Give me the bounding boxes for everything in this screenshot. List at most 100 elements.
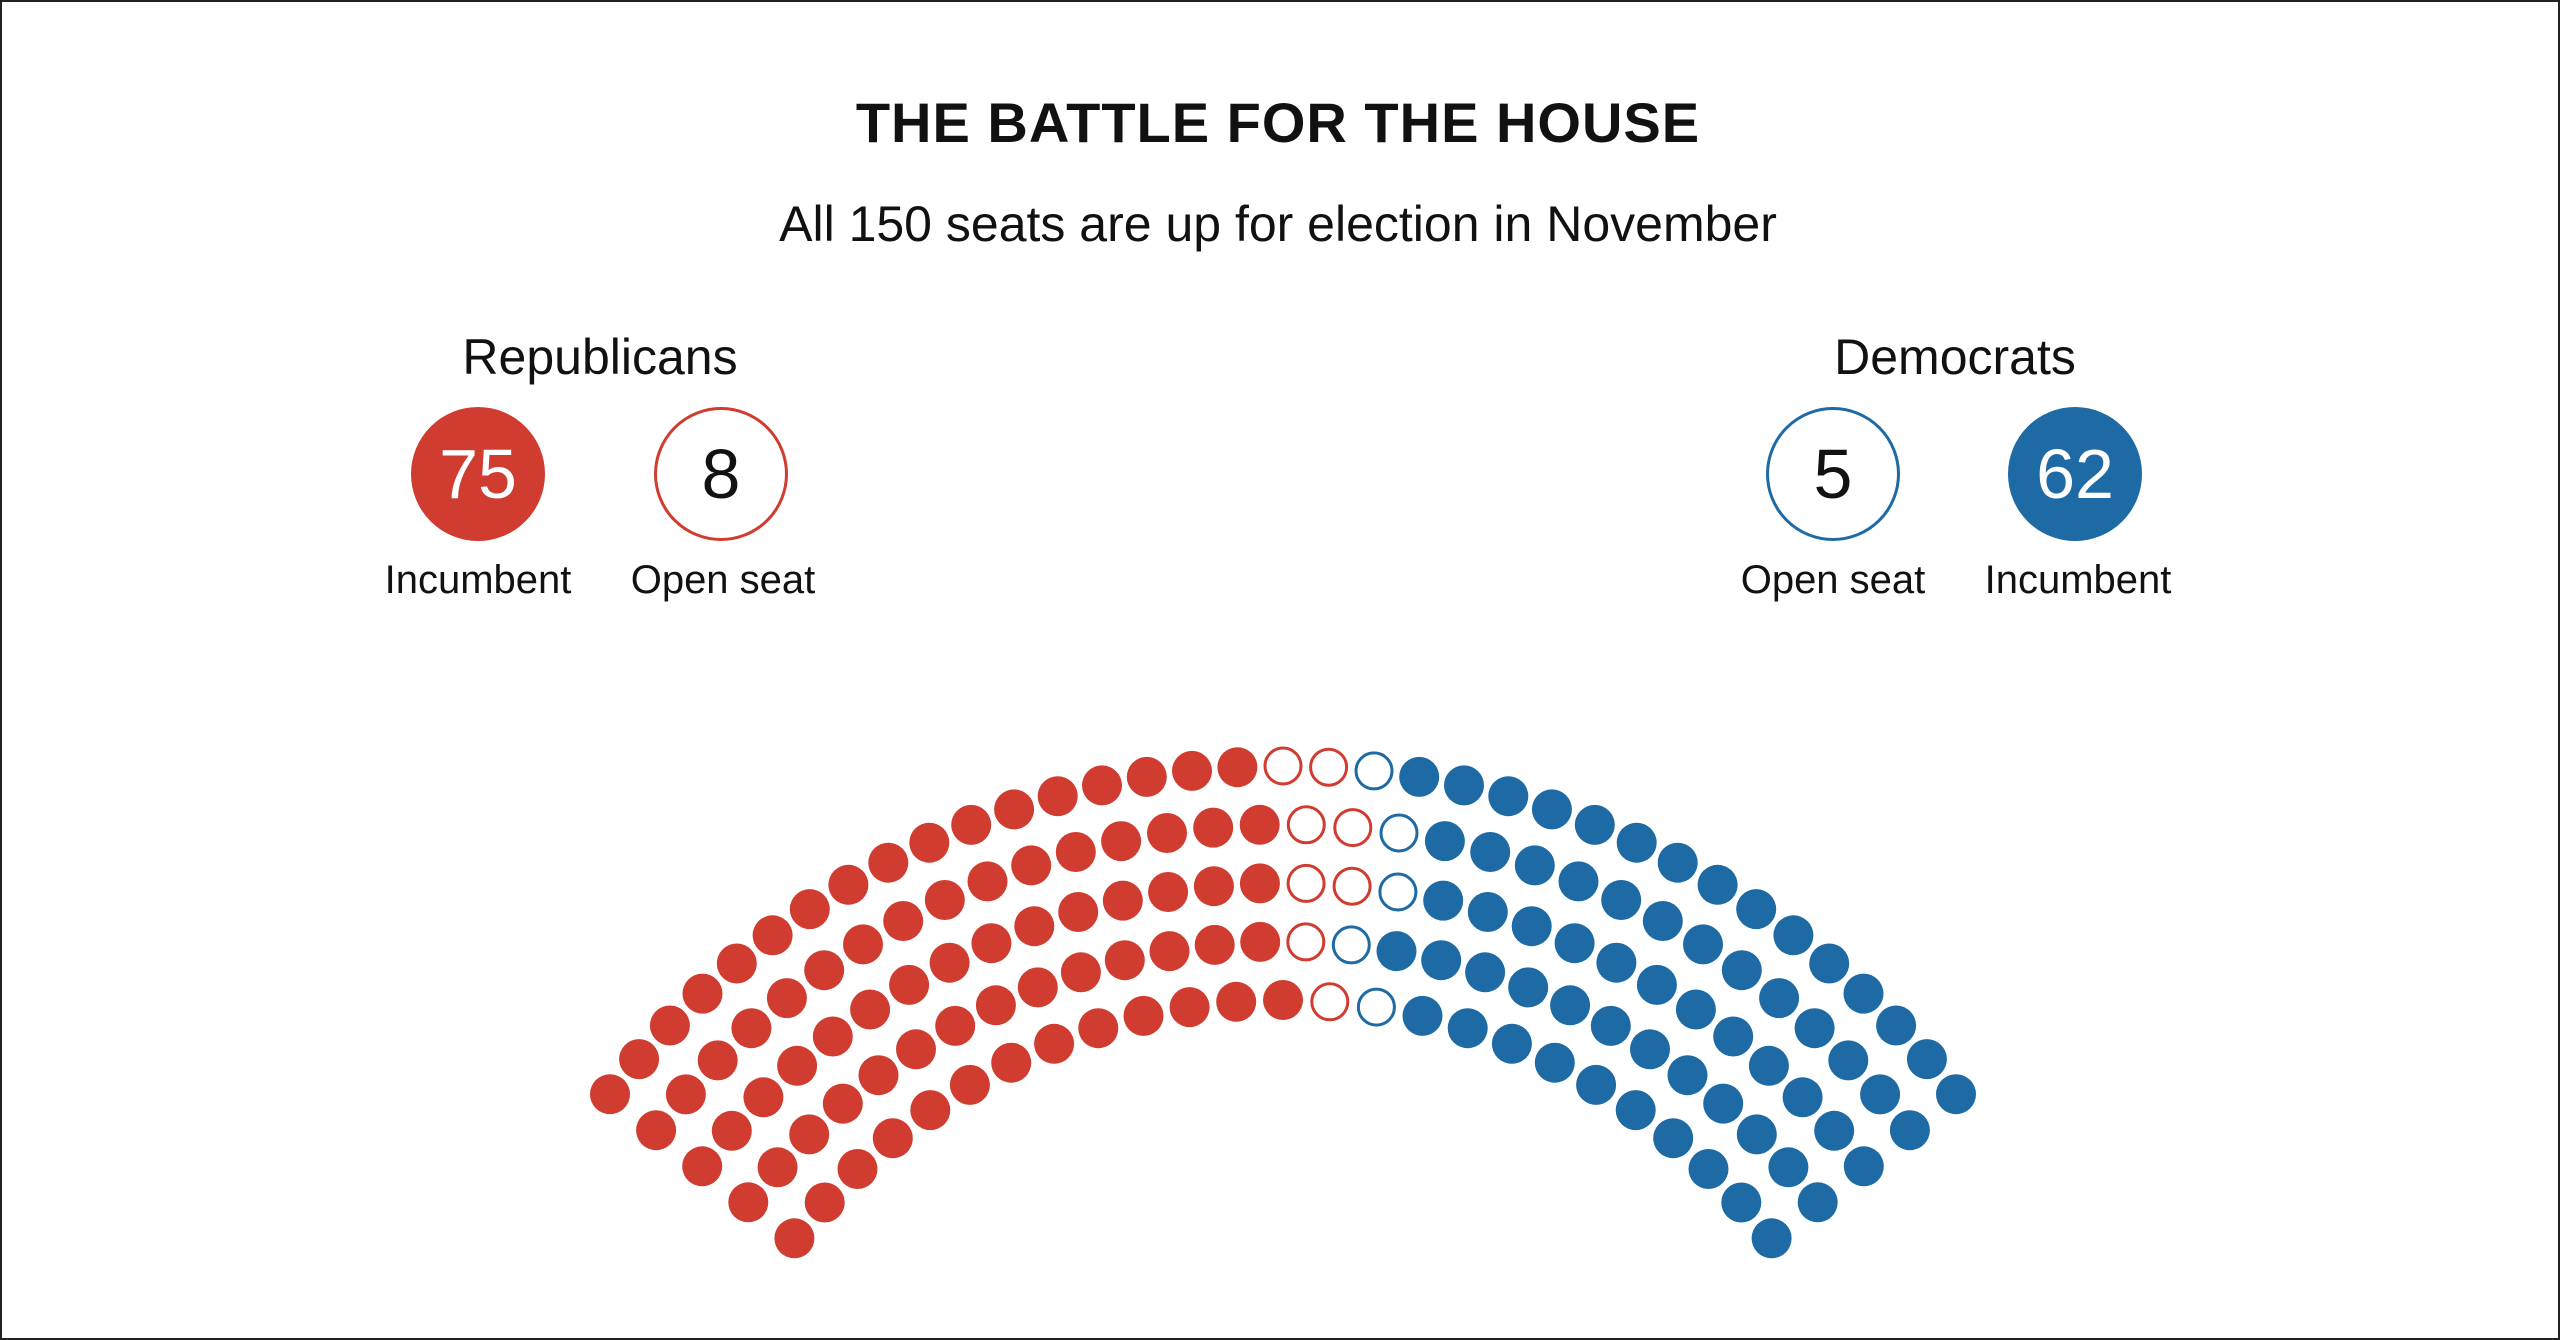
- seat-dot: [1809, 943, 1850, 984]
- seat-dot: [1653, 1118, 1694, 1159]
- seat-dot: [789, 1114, 830, 1155]
- seat-dot: [1217, 747, 1258, 788]
- seat-dot: [1794, 1008, 1835, 1049]
- seat-dot: [1876, 1005, 1917, 1046]
- seat-dot: [1424, 821, 1465, 862]
- chart-subtitle: All 150 seats are up for election in Nov…: [779, 196, 1777, 252]
- seat-dot: [910, 1090, 951, 1131]
- republican-open-seat-label: Open seat: [630, 558, 816, 602]
- seat-dot: [757, 1147, 798, 1188]
- seat-dot: [1797, 1182, 1838, 1223]
- seat-dot: [896, 1029, 936, 1070]
- seat-dot: [967, 861, 1008, 902]
- seat-dot: [1574, 804, 1615, 845]
- seat-dot: [1014, 906, 1055, 947]
- seat-dot: [1814, 1110, 1855, 1151]
- seat-dot: [1399, 756, 1440, 797]
- seat-dot: [1514, 845, 1555, 886]
- seat-dot: [1058, 892, 1099, 932]
- seat-dot: [1263, 746, 1303, 786]
- seat-dot: [1889, 1110, 1930, 1151]
- seat-dot: [975, 985, 1016, 1026]
- seat-dot: [1194, 924, 1235, 965]
- seat-dot: [1751, 1218, 1792, 1259]
- seat-dot: [924, 880, 965, 920]
- seat-dot: [1378, 872, 1418, 912]
- seat-dot: [1642, 901, 1683, 941]
- seat-dot: [1102, 880, 1143, 921]
- seat-dot: [1768, 1147, 1809, 1188]
- seat-dot: [752, 915, 793, 956]
- seat-dot: [1123, 995, 1164, 1036]
- seat-dot: [1657, 842, 1698, 883]
- chart-title: THE BATTLE FOR THE HOUSE: [855, 91, 1701, 154]
- seat-dot: [1554, 923, 1595, 964]
- seat-dot: [1748, 1045, 1789, 1086]
- seat-dot: [1331, 925, 1371, 965]
- seat-dot: [1421, 940, 1462, 981]
- seat-dot: [1082, 765, 1122, 806]
- seat-dot: [766, 978, 807, 1019]
- seat-dot: [1828, 1040, 1869, 1081]
- seat-dot: [1402, 995, 1443, 1036]
- seat-dot: [1531, 789, 1572, 830]
- seat-dot: [1467, 892, 1508, 932]
- seat-dot: [1697, 864, 1738, 905]
- seat-dot: [1465, 952, 1506, 993]
- seat-dot: [1736, 889, 1777, 930]
- seat-dot: [1060, 952, 1101, 993]
- democrat-open-seat-count: 5: [1766, 407, 1900, 541]
- seat-dot: [1286, 863, 1326, 903]
- seat-dot: [1773, 915, 1814, 956]
- seat-dot: [636, 1110, 677, 1151]
- seat-dot: [1286, 805, 1326, 845]
- seat-dot: [590, 1074, 630, 1115]
- seat-dot: [1239, 863, 1280, 904]
- seat-dot: [971, 923, 1012, 964]
- seat-dot: [1636, 964, 1677, 1005]
- seat-dot: [828, 864, 869, 905]
- seat-dot: [743, 1077, 784, 1118]
- seat-dot: [731, 1008, 772, 1049]
- seat-dot: [1936, 1074, 1976, 1115]
- seat-dot: [1721, 950, 1762, 991]
- seat-dot: [1703, 1083, 1744, 1124]
- seat-dot: [804, 1182, 845, 1223]
- republican-open-seat-count: 8: [654, 407, 788, 541]
- seat-dot: [619, 1039, 660, 1080]
- seat-dot: [1055, 832, 1096, 872]
- seat-dot: [1101, 821, 1142, 862]
- seat-dot: [1011, 845, 1052, 886]
- republicans-heading: Republicans: [462, 329, 738, 385]
- seat-dot: [951, 804, 992, 845]
- seat-dot: [1379, 813, 1419, 853]
- seat-dot: [1356, 987, 1396, 1027]
- seat-dot: [883, 901, 924, 941]
- seat-dot: [1148, 872, 1189, 912]
- seat-dot: [1078, 1008, 1119, 1049]
- seat-dot: [1169, 987, 1210, 1028]
- seat-dot: [1843, 973, 1884, 1014]
- seat-dot: [1376, 931, 1417, 972]
- seat-dot: [1034, 1023, 1075, 1064]
- seat-dot: [716, 943, 757, 984]
- seat-dot: [1759, 978, 1800, 1019]
- seat-dot: [1906, 1039, 1947, 1080]
- seat-dot: [804, 950, 845, 991]
- seat-dot: [994, 789, 1035, 830]
- seat-dot: [858, 1055, 899, 1096]
- seat-dot: [1333, 808, 1373, 848]
- seat-dot: [1354, 751, 1394, 791]
- seat-dot: [682, 973, 723, 1014]
- seat-dot: [711, 1110, 752, 1151]
- seat-dot: [1615, 1090, 1656, 1131]
- seat-dot: [843, 924, 883, 965]
- seat-dot: [1736, 1114, 1777, 1155]
- seat-dot: [682, 1146, 723, 1187]
- seat-dot: [1675, 989, 1716, 1030]
- seat-dot: [850, 989, 891, 1030]
- seat-dot: [1470, 832, 1511, 872]
- seat-dot: [1558, 861, 1599, 902]
- seat-dot: [868, 842, 909, 883]
